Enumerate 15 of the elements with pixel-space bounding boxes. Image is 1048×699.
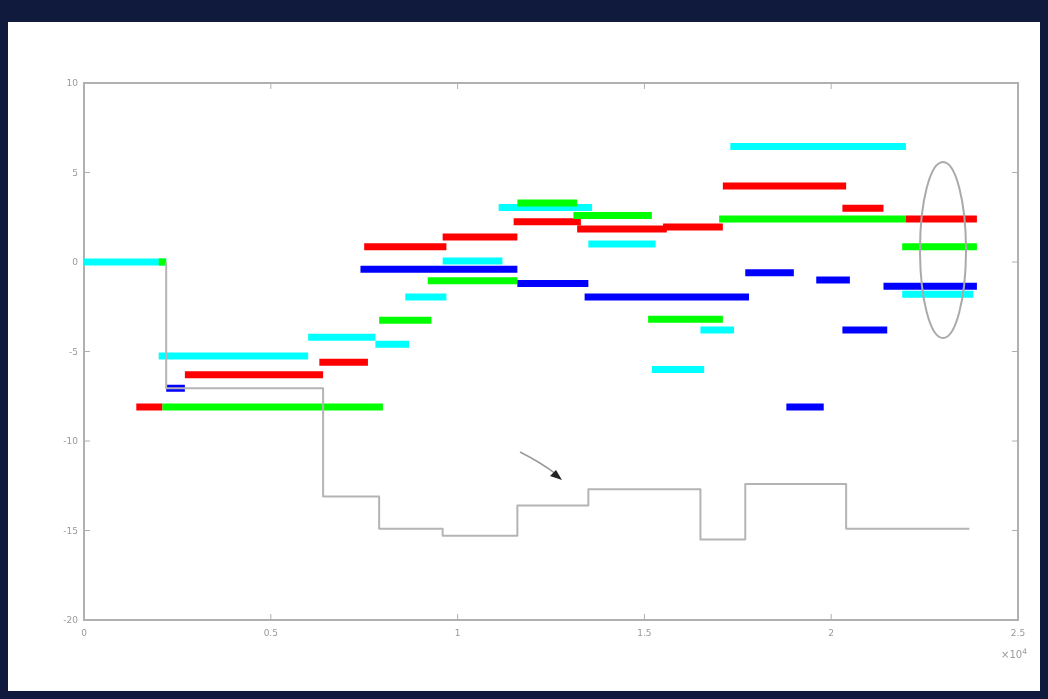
y-tick-label: 10 — [66, 78, 79, 89]
y-tick-label: 0 — [72, 257, 79, 268]
y-tick-label: -10 — [63, 436, 79, 447]
y-tick-label: -20 — [63, 615, 79, 626]
text: ×10$^{4}$ — [1001, 646, 1028, 660]
x-tick-label: 0 — [81, 628, 88, 638]
y-tick-label: -15 — [63, 525, 78, 536]
x-tick-label: 0.5 — [263, 628, 278, 638]
x-tick-label: 2 — [828, 628, 835, 638]
x-tick-label: 2.5 — [1010, 628, 1026, 638]
x-tick-label: 1 — [454, 628, 461, 638]
x-tick-label: 1.5 — [637, 628, 652, 638]
line-series — [165, 261, 971, 541]
y-tick-label: 5 — [72, 167, 78, 178]
y-tick-label: -5 — [69, 346, 78, 357]
